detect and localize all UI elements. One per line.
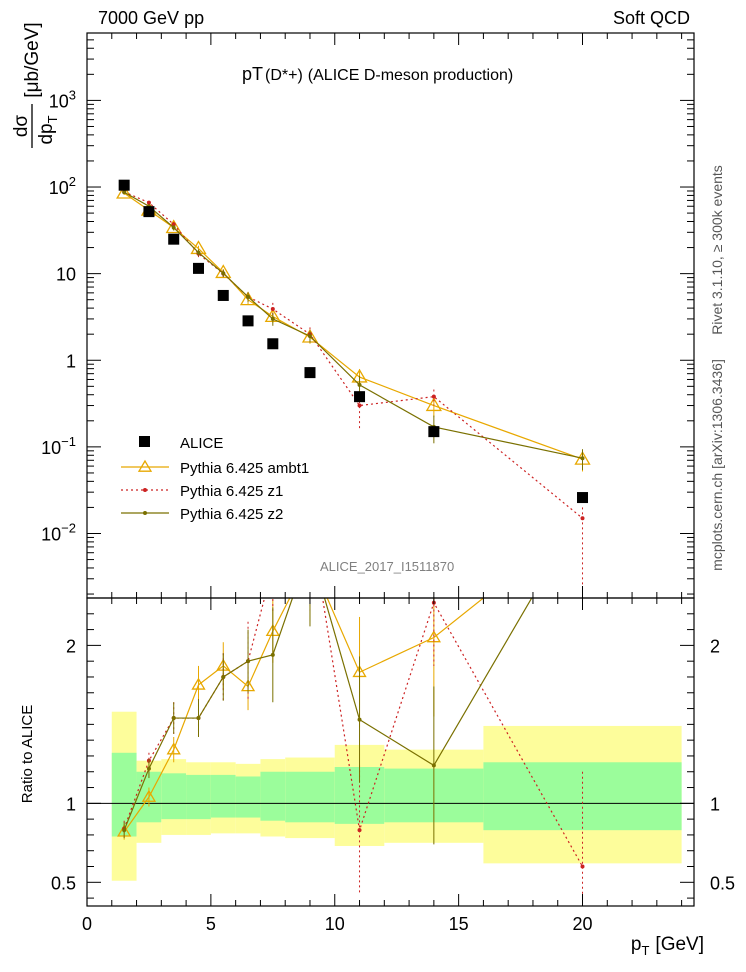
data-point xyxy=(304,367,316,379)
y-tick-label: 102 xyxy=(49,174,76,198)
y-tick-label: 1 xyxy=(66,351,76,371)
series-point xyxy=(270,316,275,321)
series-point xyxy=(357,382,362,387)
plot-title: pT (D*+) (ALICE D-meson production) xyxy=(242,64,513,84)
data-point xyxy=(192,262,204,274)
data-point xyxy=(577,492,589,504)
data-point xyxy=(168,233,180,245)
legend-marker-data xyxy=(139,436,150,447)
ratio-point xyxy=(221,674,226,679)
y-tick-label: 10−2 xyxy=(41,520,76,544)
data-point xyxy=(267,338,279,350)
y-title-denominator: dpT xyxy=(36,115,60,144)
y-title-unit: [μb/GeV] xyxy=(22,22,43,97)
series-line xyxy=(123,191,583,459)
data-point xyxy=(242,315,254,327)
ratio-point xyxy=(146,766,151,771)
ratio-point xyxy=(426,630,441,643)
legend-label: Pythia 6.425 z2 xyxy=(180,506,283,523)
ratio-point xyxy=(141,789,157,802)
rivet-note: Rivet 3.1.10, ≥ 300k events xyxy=(709,165,725,335)
ratio-point xyxy=(271,564,275,568)
x-tick-label: 5 xyxy=(206,914,216,934)
legend-label: Pythia 6.425 ambt1 xyxy=(180,460,309,477)
y-tick-label: 103 xyxy=(49,87,76,111)
series-point xyxy=(580,456,585,461)
series-point xyxy=(246,294,251,299)
ratio-point xyxy=(246,659,251,664)
ratio-band-stat xyxy=(161,773,187,820)
ratio-tick-label-left: 0.5 xyxy=(51,873,76,893)
ratio-tick-label-left: 1 xyxy=(66,794,76,814)
x-tick-label: 20 xyxy=(572,914,592,934)
y-title-numerator: dσ xyxy=(11,115,32,138)
ratio-point xyxy=(431,763,436,768)
legend: ALICE Pythia 6.425 ambt1 Pythia 6.425 z1 Py… xyxy=(121,435,309,523)
series-point xyxy=(146,200,151,205)
ratio-point xyxy=(580,864,585,869)
legend-label: Pythia 6.425 z1 xyxy=(180,483,283,500)
energy-label: 7000 GeV pp xyxy=(98,8,204,28)
ratio-point xyxy=(171,716,176,721)
series-point xyxy=(221,271,226,276)
x-tick-label: 10 xyxy=(325,914,345,934)
ratio-point xyxy=(357,828,362,833)
legend-marker xyxy=(143,511,147,515)
series-line xyxy=(123,192,583,460)
ratio-tick-label-right: 2 xyxy=(710,636,720,656)
x-axis-title: pT [GeV] xyxy=(631,934,704,958)
ratio-band-stat xyxy=(235,776,261,818)
series-point xyxy=(165,219,182,234)
series-point xyxy=(431,394,436,399)
ratio-band-stat xyxy=(260,771,286,821)
ratio-series-line xyxy=(123,598,584,867)
legend-marker xyxy=(137,459,153,472)
main-plot-frame xyxy=(86,32,695,599)
ratio-tick-label-right: 0.5 xyxy=(710,873,735,893)
y-tick-label: 10−1 xyxy=(41,434,76,458)
series-point xyxy=(196,250,201,255)
process-label: Soft QCD xyxy=(613,8,690,28)
ratio-tick-label-left: 2 xyxy=(66,636,76,656)
ratio-axis-title: Ratio to ALICE xyxy=(19,705,36,803)
data-point xyxy=(143,206,155,218)
series-point xyxy=(171,225,176,230)
source-note: mcplots.cern.ch [arXiv:1306.3436] xyxy=(709,359,725,571)
ratio-point xyxy=(308,517,312,521)
legend-marker xyxy=(143,488,147,492)
ratio-point xyxy=(191,677,206,690)
ratio-point xyxy=(308,545,312,549)
series-point xyxy=(270,307,275,312)
y-axis-title: dσ dpT [μb/GeV] xyxy=(11,22,60,148)
ratio-point xyxy=(166,742,181,755)
ratio-band-stat xyxy=(210,774,236,818)
series-point xyxy=(239,291,257,306)
ratio-point xyxy=(270,652,275,657)
legend-label-data: ALICE xyxy=(180,435,223,452)
ratio-point xyxy=(196,716,201,721)
ratio-band-stat xyxy=(285,771,335,823)
series-point xyxy=(357,403,362,408)
analysis-watermark: ALICE_2017_I1511870 xyxy=(320,559,454,574)
series-point xyxy=(116,184,133,199)
ratio-point xyxy=(357,717,362,722)
x-tick-label: 0 xyxy=(82,914,92,934)
ratio-plot-frame xyxy=(86,597,695,907)
ratio-point xyxy=(304,553,316,563)
ratio-tick-label-right: 1 xyxy=(710,794,720,814)
ratio-point xyxy=(122,828,127,833)
series-point xyxy=(580,516,585,521)
series-point xyxy=(425,397,442,412)
data-point xyxy=(428,426,440,438)
data-point xyxy=(354,391,366,403)
data-point xyxy=(217,289,229,301)
series-point xyxy=(171,222,176,227)
series-point xyxy=(122,190,127,195)
ratio-band-stat xyxy=(186,774,211,820)
x-tick-label: 15 xyxy=(449,914,469,934)
y-tick-label: 10 xyxy=(56,265,76,285)
data-point xyxy=(118,179,130,191)
series-point xyxy=(307,334,312,339)
